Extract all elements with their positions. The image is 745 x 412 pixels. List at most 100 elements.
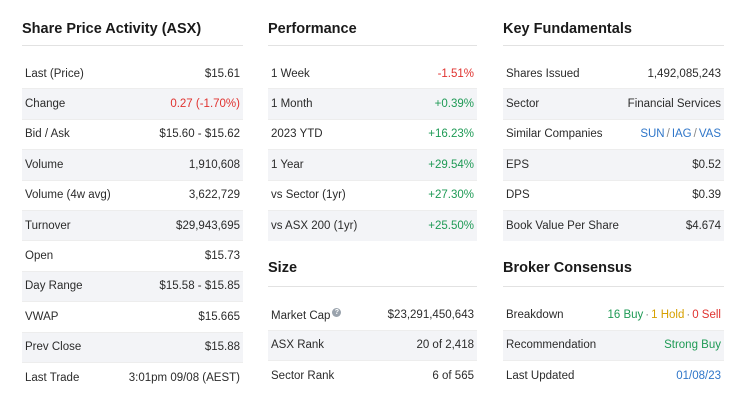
row-value: $29,943,695: [176, 219, 240, 232]
company-link-sun[interactable]: SUN: [640, 128, 665, 141]
row-label: ASX Rank: [271, 339, 325, 352]
row-value: 20 of 2,418: [416, 339, 474, 352]
row-label: Last Updated: [506, 370, 575, 383]
row-label: Market Cap: [271, 309, 331, 322]
row-label: 1 Month: [271, 98, 313, 111]
fundamentals-title: Key Fundamentals: [503, 0, 724, 46]
row-sector: Sector Financial Services: [503, 89, 724, 120]
row-recommendation: Recommendation Strong Buy: [503, 330, 724, 362]
row-bid-ask: Bid / Ask $15.60 - $15.62: [22, 120, 243, 151]
link-separator: /: [666, 128, 670, 141]
row-breakdown: Breakdown 16 Buy · 1 Hold · 0 Sell: [503, 300, 724, 331]
row-label: 1 Week: [271, 67, 310, 80]
buy-count: 16 Buy: [607, 309, 644, 322]
row-label: Shares Issued: [506, 67, 580, 80]
row-open: Open $15.73: [22, 241, 243, 272]
size-table: Market Cap? $23,291,450,643 ASX Rank 20 o…: [268, 287, 477, 391]
row-market-cap: Market Cap? $23,291,450,643: [268, 300, 477, 331]
row-value: $15.73: [204, 250, 240, 263]
fundamentals-panel: Key Fundamentals Shares Issued 1,492,085,…: [503, 0, 724, 392]
row-label: Sector: [506, 98, 540, 111]
row-shares-issued: Shares Issued 1,492,085,243: [503, 59, 724, 90]
sell-count: 0 Sell: [692, 309, 721, 322]
performance-panel: Performance 1 Week -1.51% 1 Month +0.39% 2…: [268, 0, 477, 392]
row-label: Volume (4w avg): [25, 189, 111, 202]
hold-count: 1 Hold: [651, 309, 685, 322]
row-value: -1.51%: [437, 67, 474, 80]
row-value: 3,622,729: [188, 189, 240, 202]
row-label: Bid / Ask: [25, 128, 70, 141]
row-value: +16.23%: [428, 128, 474, 141]
row-last-updated: Last Updated 01/08/23: [503, 361, 724, 391]
row-value: Financial Services: [627, 98, 721, 111]
row-volume: Volume 1,910,608: [22, 150, 243, 181]
row-turnover: Turnover $29,943,695: [22, 210, 243, 242]
row-value: $15.88: [204, 341, 240, 354]
row-change: Change 0.27 (-1.70%): [22, 89, 243, 120]
share-price-title: Share Price Activity (ASX): [22, 0, 243, 46]
row-1-week: 1 Week -1.51%: [268, 59, 477, 90]
row-label: Change: [25, 98, 66, 111]
row-asx-rank: ASX Rank 20 of 2,418: [268, 330, 477, 362]
row-label: Turnover: [25, 219, 71, 232]
row-ytd: 2023 YTD +16.23%: [268, 120, 477, 151]
row-value: $0.52: [692, 158, 721, 171]
row-volume-4w: Volume (4w avg) 3,622,729: [22, 181, 243, 211]
row-value: $23,291,450,643: [387, 309, 474, 322]
row-last-trade: Last Trade 3:01pm 09/08 (AEST): [22, 363, 243, 393]
last-updated-link[interactable]: 01/08/23: [676, 370, 721, 383]
row-similar-companies: Similar Companies SUN / IAG / VAS: [503, 120, 724, 151]
row-label: Open: [25, 250, 54, 263]
row-last-price: Last (Price) $15.61: [22, 59, 243, 90]
breakdown-separator: ·: [645, 309, 650, 322]
row-value: +25.50%: [428, 220, 474, 233]
info-icon[interactable]: ?: [332, 308, 342, 318]
row-value: 1,492,085,243: [647, 67, 721, 80]
broker-title: Broker Consensus: [503, 241, 724, 288]
row-value: Strong Buy: [664, 339, 721, 352]
row-label: vs Sector (1yr): [271, 189, 346, 202]
row-value: 0.27 (-1.70%): [170, 98, 240, 111]
row-label: VWAP: [25, 310, 59, 323]
fundamentals-table: Shares Issued 1,492,085,243 Sector Financi…: [503, 46, 724, 242]
row-1-month: 1 Month +0.39%: [268, 89, 477, 120]
row-label: EPS: [506, 158, 530, 171]
row-day-range: Day Range $15.58 - $15.85: [22, 271, 243, 303]
row-value: +0.39%: [434, 98, 474, 111]
performance-title: Performance: [268, 0, 477, 46]
row-dps: DPS $0.39: [503, 181, 724, 211]
row-value: 6 of 565: [432, 370, 474, 383]
breakdown-separator: ·: [686, 309, 691, 322]
row-value: $4.674: [685, 220, 721, 233]
row-vs-asx200: vs ASX 200 (1yr) +25.50%: [268, 210, 477, 242]
row-label: 1 Year: [271, 158, 304, 171]
row-value: +27.30%: [428, 189, 474, 202]
row-label: Volume: [25, 158, 64, 171]
row-label: DPS: [506, 189, 530, 202]
row-value: 3:01pm 09/08 (AEST): [128, 372, 240, 385]
row-label: Book Value Per Share: [506, 220, 619, 233]
row-value: $15.665: [198, 310, 240, 323]
row-label: Last Trade: [25, 372, 80, 385]
row-label: Sector Rank: [271, 370, 335, 383]
row-label: vs ASX 200 (1yr): [271, 220, 358, 233]
row-value: 1,910,608: [188, 158, 240, 171]
row-label: Similar Companies: [506, 128, 603, 141]
row-value: $15.60 - $15.62: [159, 128, 240, 141]
broker-table: Breakdown 16 Buy · 1 Hold · 0 Sell Recommend…: [503, 287, 724, 391]
row-label: 2023 YTD: [271, 128, 323, 141]
performance-table: 1 Week -1.51% 1 Month +0.39% 2023 YTD +16.2…: [268, 46, 477, 242]
row-label: Prev Close: [25, 341, 82, 354]
link-separator: /: [693, 128, 697, 141]
row-label: Breakdown: [506, 309, 564, 322]
row-value: $15.58 - $15.85: [159, 280, 240, 293]
row-label: Day Range: [25, 280, 83, 293]
row-label: Last (Price): [25, 67, 84, 80]
row-book-value: Book Value Per Share $4.674: [503, 210, 724, 242]
company-link-vas[interactable]: VAS: [698, 128, 721, 141]
row-value: $0.39: [692, 189, 721, 202]
row-value: $15.61: [204, 67, 240, 80]
row-eps: EPS $0.52: [503, 150, 724, 181]
company-link-iag[interactable]: IAG: [671, 128, 692, 141]
row-vwap: VWAP $15.665: [22, 302, 243, 333]
